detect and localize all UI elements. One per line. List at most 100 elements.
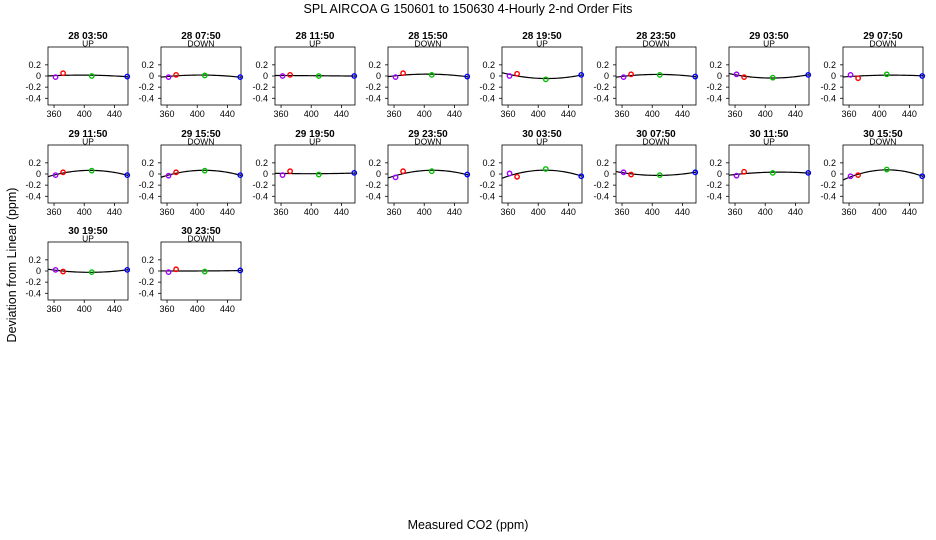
data-point [855, 75, 861, 82]
data-point [279, 73, 286, 79]
panel-title: 30 11:50 [750, 129, 789, 140]
data-point [542, 76, 549, 83]
y-tick-label: -0.4 [820, 191, 836, 201]
data-point [741, 74, 747, 81]
data-point [165, 269, 172, 276]
data-point [428, 168, 435, 175]
panel-subtitle: DOWN [415, 39, 442, 49]
x-tick-label: 400 [77, 109, 92, 119]
fit-curve [501, 169, 583, 179]
data-point [464, 171, 471, 178]
x-tick-label: 400 [190, 304, 205, 314]
y-tick-label: -0.2 [252, 180, 268, 190]
panel-subtitle: UP [82, 137, 94, 147]
data-point [201, 72, 208, 79]
x-tick-label: 400 [304, 207, 319, 217]
data-point [201, 268, 208, 275]
x-tick-label: 440 [561, 207, 576, 217]
y-tick-label: 0.2 [368, 158, 381, 168]
data-point [60, 268, 66, 275]
data-point [392, 74, 399, 81]
data-point [88, 73, 95, 79]
x-tick-label: 360 [501, 207, 516, 217]
panel-subtitle: DOWN [188, 39, 215, 49]
y-tick-label: 0.2 [709, 158, 722, 168]
data-point [237, 267, 244, 274]
data-point [392, 174, 399, 181]
panel-frame [842, 144, 924, 204]
chart-title: SPL AIRCOA G 150601 to 150630 4-Hourly 2… [303, 2, 633, 16]
x-tick-label: 440 [220, 109, 235, 119]
data-point [173, 169, 179, 176]
data-point [464, 73, 471, 80]
data-point [628, 71, 634, 78]
y-tick-label: 0.2 [596, 60, 609, 70]
y-tick-label: 0 [717, 71, 722, 81]
data-point [506, 73, 513, 79]
x-tick-label: 360 [615, 207, 630, 217]
panel-subtitle: DOWN [188, 137, 215, 147]
data-point [201, 167, 208, 174]
x-tick-label: 440 [902, 207, 917, 217]
y-tick-label: -0.4 [25, 288, 41, 298]
y-tick-label: -0.4 [138, 191, 154, 201]
data-point [741, 168, 747, 175]
data-point [692, 73, 699, 80]
panel-subtitle: UP [536, 137, 548, 147]
fit-curve [160, 169, 242, 178]
data-point [656, 172, 663, 179]
x-tick-label: 440 [788, 109, 803, 119]
x-tick-label: 400 [304, 109, 319, 119]
fit-curve [47, 74, 129, 78]
data-point [805, 71, 812, 78]
y-tick-label: 0 [149, 71, 154, 81]
x-tick-label: 400 [531, 109, 546, 119]
y-tick-label: -0.2 [479, 180, 495, 190]
y-tick-label: -0.2 [706, 82, 722, 92]
data-point [578, 71, 585, 78]
data-point [173, 71, 179, 78]
data-point [287, 168, 293, 175]
y-tick-label: -0.2 [25, 82, 41, 92]
data-point [883, 166, 890, 173]
panel-title: 29 23:50 [408, 129, 448, 140]
y-tick-label: 0 [490, 169, 495, 179]
data-point [428, 71, 435, 78]
data-point [733, 71, 740, 78]
y-tick-label: -0.4 [252, 93, 268, 103]
data-point [88, 269, 95, 276]
y-tick-label: 0.2 [28, 60, 41, 70]
x-tick-label: 360 [842, 207, 857, 217]
fit-curve [842, 74, 924, 78]
panel-title: 29 19:50 [295, 129, 335, 140]
panel-frame [501, 46, 583, 106]
data-point [769, 169, 776, 176]
y-tick-label: -0.4 [138, 93, 154, 103]
x-tick-label: 400 [531, 207, 546, 217]
x-tick-label: 400 [77, 304, 92, 314]
x-tick-label: 360 [501, 109, 516, 119]
x-tick-label: 440 [220, 304, 235, 314]
data-point [400, 70, 406, 77]
panel-subtitle: UP [763, 137, 775, 147]
panel-subtitle: DOWN [870, 39, 897, 49]
data-point [628, 171, 634, 178]
data-point [88, 167, 95, 174]
y-tick-label: -0.2 [365, 180, 381, 190]
fit-curve [842, 169, 924, 181]
x-tick-label: 440 [447, 207, 462, 217]
x-tick-label: 440 [675, 109, 690, 119]
x-tick-label: 360 [728, 207, 743, 217]
y-tick-label: 0.2 [141, 60, 154, 70]
data-point [351, 73, 358, 79]
data-point [60, 169, 66, 176]
y-tick-label: 0.2 [28, 158, 41, 168]
x-tick-label: 400 [417, 109, 432, 119]
